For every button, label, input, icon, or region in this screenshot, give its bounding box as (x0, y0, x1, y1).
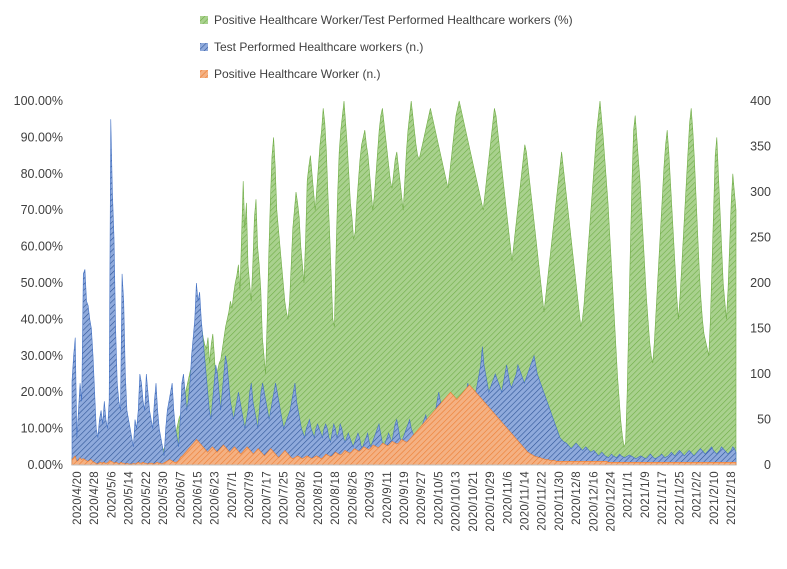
y-right-tick-label: 50 (757, 413, 771, 427)
x-tick-label: 2020/8/2 (296, 471, 308, 518)
y-right-tick-label: 200 (750, 276, 771, 290)
y-right-tick-label: 100 (750, 367, 771, 381)
x-tick-label: 2020/4/28 (89, 471, 101, 525)
y-left-tick-label: 100.00% (14, 94, 63, 108)
x-tick-label: 2020/12/16 (588, 471, 600, 532)
x-tick-label: 2020/5/22 (141, 471, 153, 525)
x-tick-label: 2020/8/18 (330, 471, 342, 525)
x-tick-label: 2020/7/9 (244, 471, 256, 518)
y-left-tick-label: 60.00% (21, 240, 63, 254)
x-tick-label: 2020/10/13 (451, 471, 463, 532)
x-tick-label: 2020/9/27 (416, 471, 428, 525)
x-tick-label: 2020/11/6 (502, 471, 514, 524)
x-tick-label: 2020/6/7 (175, 471, 187, 518)
x-tick-label: 2020/5/30 (158, 471, 170, 525)
x-tick-label: 2020/9/3 (365, 471, 377, 518)
x-tick-label: 2020/7/17 (261, 471, 273, 525)
x-tick-label: 2020/12/24 (606, 471, 618, 532)
x-tick-label: 2020/11/30 (554, 471, 566, 531)
y-left-tick-label: 70.00% (21, 203, 63, 217)
legend: Positive Healthcare Worker/Test Performe… (200, 13, 573, 81)
plot-area (71, 100, 737, 466)
x-tick-label: 2021/1/9 (640, 471, 652, 518)
series-area-tests (71, 119, 737, 466)
legend-item-tests: Test Performed Healthcare workers (n.) (200, 40, 423, 54)
x-tick-label: 2021/1/17 (657, 471, 669, 525)
x-tick-label: 2020/11/22 (537, 471, 549, 531)
y-left-tick-label: 10.00% (21, 422, 63, 436)
x-tick-label: 2020/7/1 (227, 471, 239, 518)
y-right-tick-label: 250 (750, 231, 771, 245)
series-area-positives (71, 384, 737, 466)
y-left-tick-label: 0.00% (28, 458, 63, 472)
x-tick-label: 2020/7/25 (279, 471, 291, 525)
x-tick-label: 2020/8/26 (347, 471, 359, 525)
y-right-tick-label: 350 (750, 140, 771, 154)
legend-label-percent: Positive Healthcare Worker/Test Performe… (214, 13, 573, 27)
y-axis-left: 0.00% 10.00% 20.00% 30.00% 40.00% 50.00% 60.00… (14, 94, 63, 472)
legend-label-tests: Test Performed Healthcare workers (n.) (214, 40, 423, 54)
x-tick-label: 2020/8/10 (313, 471, 325, 525)
y-axis-right: 0 50 100 150 200 250 300 350 400 (750, 94, 771, 472)
y-left-tick-label: 90.00% (21, 130, 63, 144)
x-tick-label: 2020/10/5 (433, 471, 445, 525)
legend-swatch-percent (200, 16, 208, 24)
x-tick-label: 2021/1/1 (623, 471, 635, 518)
y-right-tick-label: 400 (750, 94, 771, 108)
y-right-tick-label: 150 (750, 322, 771, 336)
legend-swatch-tests (200, 43, 208, 51)
legend-item-positives: Positive Healthcare Worker (n.) (200, 67, 381, 81)
x-tick-label: 2020/4/20 (72, 471, 84, 525)
x-tick-label: 2020/9/19 (399, 471, 411, 525)
y-left-tick-label: 80.00% (21, 167, 63, 181)
x-tick-label: 2020/5/6 (106, 471, 118, 518)
y-left-tick-label: 20.00% (21, 385, 63, 399)
x-tick-label: 2020/10/21 (468, 471, 480, 532)
y-right-tick-label: 0 (764, 458, 771, 472)
x-tick-label: 2021/2/18 (726, 471, 738, 525)
x-tick-label: 2020/6/23 (210, 471, 222, 525)
legend-item-percent: Positive Healthcare Worker/Test Performe… (200, 13, 573, 27)
y-left-tick-label: 50.00% (21, 276, 63, 290)
legend-swatch-positives (200, 70, 208, 78)
x-tick-label: 2020/9/11 (382, 471, 394, 524)
x-axis: 2020/4/20 2020/4/28 2020/5/6 2020/5/14 2020/… (72, 471, 738, 532)
x-tick-label: 2020/11/14 (520, 471, 532, 531)
x-tick-label: 2020/6/15 (193, 471, 205, 525)
x-tick-label: 2020/10/29 (485, 471, 497, 532)
x-tick-label: 2020/12/8 (571, 471, 583, 525)
x-tick-label: 2021/2/10 (709, 471, 721, 525)
y-left-tick-label: 30.00% (21, 349, 63, 363)
y-right-tick-label: 300 (750, 185, 771, 199)
legend-label-positives: Positive Healthcare Worker (n.) (214, 67, 381, 81)
x-tick-label: 2021/2/2 (692, 471, 704, 518)
x-tick-label: 2020/5/14 (124, 471, 136, 525)
y-left-tick-label: 40.00% (21, 312, 63, 326)
x-tick-label: 2021/1/25 (674, 471, 686, 525)
